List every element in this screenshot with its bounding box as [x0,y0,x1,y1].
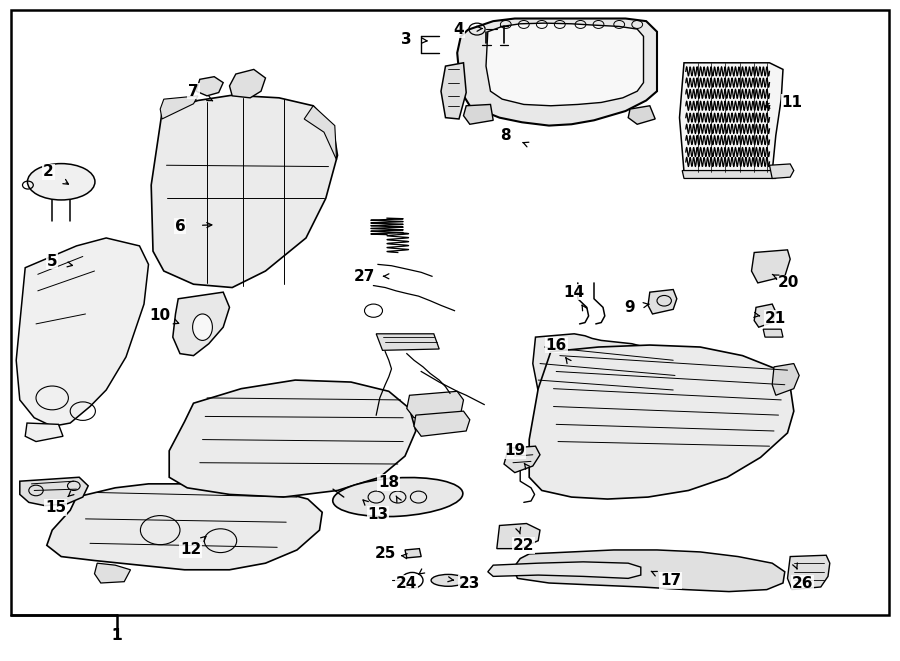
Polygon shape [628,106,655,124]
Polygon shape [488,562,641,578]
Polygon shape [464,104,493,124]
Text: 24: 24 [396,576,418,590]
Polygon shape [160,96,198,119]
Text: 17: 17 [660,573,681,588]
Polygon shape [151,95,338,288]
Polygon shape [788,555,830,590]
Ellipse shape [333,477,463,517]
Text: 14: 14 [563,285,585,299]
Polygon shape [376,334,439,350]
Text: 20: 20 [778,276,799,290]
Polygon shape [414,411,470,436]
Text: 15: 15 [45,500,67,515]
Text: 2: 2 [43,165,54,179]
Polygon shape [169,380,416,497]
Text: 19: 19 [504,444,526,458]
Polygon shape [513,550,785,592]
Polygon shape [754,304,776,327]
Text: 11: 11 [781,95,803,110]
Text: 5: 5 [47,254,58,268]
Ellipse shape [193,314,212,340]
Text: 8: 8 [500,128,511,143]
Polygon shape [533,334,680,403]
Polygon shape [16,238,148,426]
Polygon shape [196,77,223,96]
Text: 12: 12 [180,543,202,557]
Text: 6: 6 [175,219,185,233]
Polygon shape [529,345,794,499]
Polygon shape [680,63,783,172]
Polygon shape [173,292,230,356]
Text: 25: 25 [374,547,396,561]
Polygon shape [441,63,466,119]
Polygon shape [20,477,88,506]
Polygon shape [407,391,464,418]
Polygon shape [486,23,644,106]
Polygon shape [763,329,783,337]
Text: 18: 18 [378,475,400,490]
Polygon shape [772,364,799,395]
Polygon shape [25,423,63,442]
Text: 16: 16 [545,338,567,352]
Text: 10: 10 [149,309,171,323]
Polygon shape [770,164,794,178]
Polygon shape [648,290,677,314]
Polygon shape [47,484,322,570]
Text: 9: 9 [625,300,635,315]
Polygon shape [682,171,776,178]
Polygon shape [304,106,337,160]
Text: 22: 22 [513,538,535,553]
Polygon shape [752,250,790,283]
Text: 7: 7 [188,84,199,98]
Text: 1: 1 [112,629,122,643]
Polygon shape [504,446,540,473]
Text: 13: 13 [367,507,389,522]
Ellipse shape [28,164,95,200]
Polygon shape [405,549,421,558]
Text: 21: 21 [765,311,787,326]
Polygon shape [230,69,266,98]
Text: 23: 23 [459,576,481,590]
Text: 26: 26 [792,576,814,590]
Text: 1: 1 [112,629,122,643]
Polygon shape [497,524,540,549]
Text: 27: 27 [354,269,375,284]
Ellipse shape [431,574,465,586]
Text: 4: 4 [454,22,464,37]
Polygon shape [94,563,130,583]
Polygon shape [457,19,657,126]
Text: 3: 3 [401,32,412,47]
